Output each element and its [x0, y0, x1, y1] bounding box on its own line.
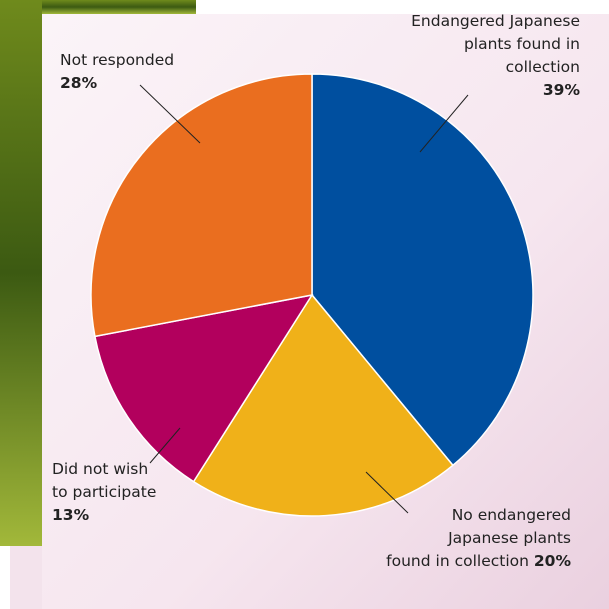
value-label: 28%: [60, 74, 98, 92]
slice: [311, 73, 534, 467]
value-label: 20%: [533, 552, 571, 570]
category-label: No endangered Japanese plants found in c…: [386, 506, 571, 570]
leader-line: [149, 427, 181, 464]
slice-label: No endangered Japanese plants found in c…: [386, 504, 571, 573]
category-label: Endangered Japanese plants found in coll…: [411, 12, 580, 76]
category-label: Did not wish to participate: [52, 460, 157, 501]
slice-label: Not responded 28%: [60, 49, 174, 95]
photo: [0, 0, 196, 14]
leaders: [139, 84, 469, 514]
leader-line: [419, 94, 469, 153]
slice: [94, 293, 314, 483]
photo: [0, 0, 42, 546]
leader-line: [365, 471, 409, 514]
panel: [10, 546, 42, 609]
slice: [90, 73, 313, 338]
slice-label: Did not wish to participate 13%: [52, 458, 156, 527]
category-label: Not responded: [60, 51, 175, 69]
value-label: 39%: [542, 81, 580, 99]
value-label: 13%: [52, 506, 90, 524]
slice: [192, 293, 454, 517]
leader-line: [139, 84, 201, 144]
slice-label: Endangered Japanese plants found in coll…: [411, 10, 580, 102]
